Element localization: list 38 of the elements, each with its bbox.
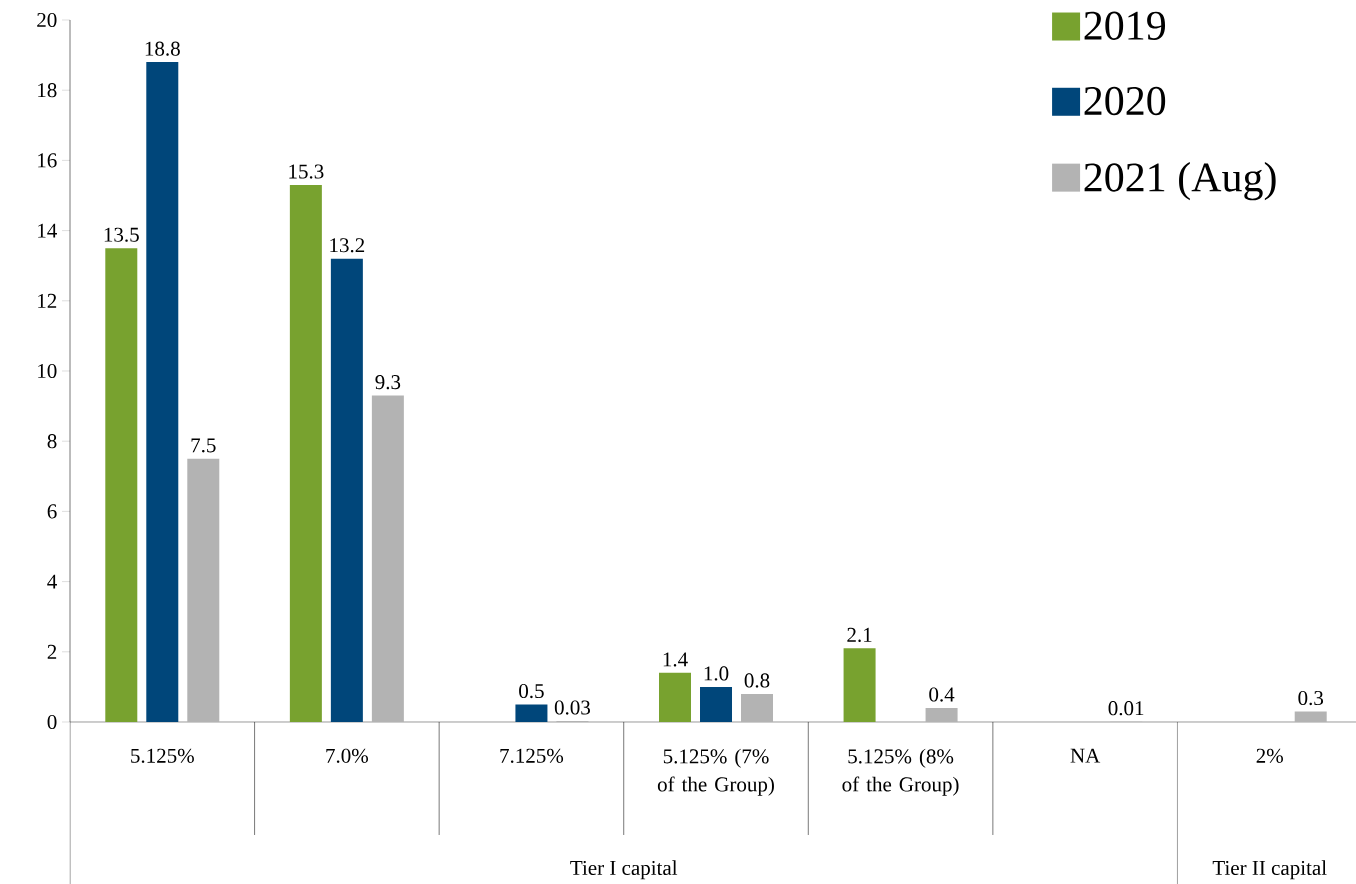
x-tick-label: 5.125% (7% of the Group) xyxy=(657,748,774,796)
x-tick-label: NA xyxy=(1070,748,1101,763)
y-tick-label: 20 xyxy=(37,12,57,28)
data-label: 0.5 xyxy=(519,683,544,699)
y-tick-label: 4 xyxy=(47,574,57,589)
data-label: 0.3 xyxy=(1298,690,1324,706)
x-tick-label: 5.125% (8% of the Group) xyxy=(842,748,959,796)
y-tick-label: 16 xyxy=(38,153,57,168)
y-tick-label: 12 xyxy=(38,293,57,308)
x-tick-label: 2% xyxy=(1256,748,1283,763)
data-label: 9.3 xyxy=(375,375,401,390)
legend-label: 2019 xyxy=(1084,11,1166,40)
y-tick-label: 8 xyxy=(47,434,57,449)
data-label: 2.1 xyxy=(847,627,872,643)
data-label: 1.0 xyxy=(704,666,729,681)
y-tick-label: 18 xyxy=(38,83,57,98)
data-label: 7.5 xyxy=(191,438,216,453)
data-label: 13.5 xyxy=(104,227,139,242)
data-label: 1.4 xyxy=(663,652,688,667)
y-tick-label: 10 xyxy=(38,363,57,379)
x-tick-label: 5.125% xyxy=(131,748,194,763)
data-label: 13.2 xyxy=(330,238,365,253)
y-tick-label: 2 xyxy=(47,644,57,659)
data-label: 18.8 xyxy=(145,41,180,56)
data-label: 0.8 xyxy=(744,673,770,688)
legend-label: 2020 xyxy=(1084,86,1166,116)
x-tick-label: 7.0% xyxy=(326,748,369,763)
x-tick-label: 7.125% xyxy=(500,748,564,763)
legend-label: 2021 (Aug) xyxy=(1084,162,1276,201)
data-label: 0.01 xyxy=(1108,701,1144,716)
data-label: 0.4 xyxy=(929,687,955,702)
data-label: 15.3 xyxy=(289,164,324,179)
text: Tier I capital xyxy=(570,860,678,880)
y-tick-label: 6 xyxy=(47,504,57,519)
text: Tier II capital xyxy=(1212,860,1327,880)
data-label: 0.03 xyxy=(554,700,590,715)
y-tick-label: 14 xyxy=(38,223,57,238)
y-tick-label: 0 xyxy=(47,714,57,730)
